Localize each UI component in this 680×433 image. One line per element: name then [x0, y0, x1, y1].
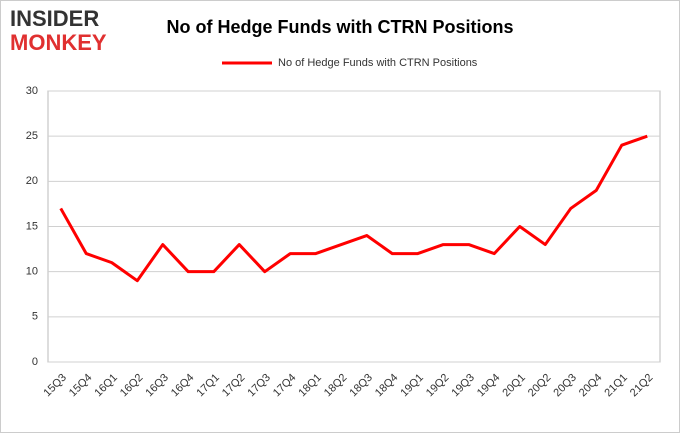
legend-label: No of Hedge Funds with CTRN Positions [278, 57, 478, 69]
y-tick-label: 15 [26, 220, 38, 232]
y-tick-label: 25 [26, 130, 38, 142]
y-tick-label: 5 [32, 311, 38, 323]
y-tick-label: 30 [26, 85, 38, 97]
series-line [59, 134, 648, 283]
chart-title: No of Hedge Funds with CTRN Positions [167, 17, 514, 37]
logo-bottom: MONKEY [10, 30, 107, 55]
logo-top: INSIDER [10, 6, 99, 31]
y-tick-label: 0 [32, 356, 38, 368]
y-tick-label: 20 [26, 175, 38, 187]
y-tick-label: 10 [26, 266, 38, 278]
